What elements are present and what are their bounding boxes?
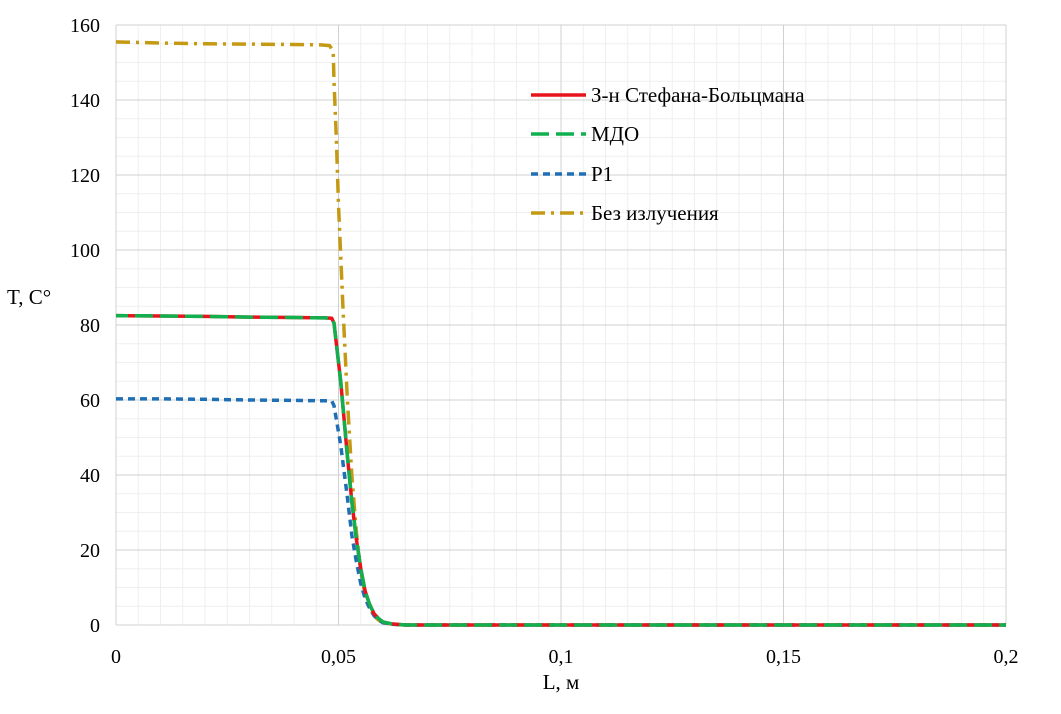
y-tick-label: 100 — [70, 240, 100, 262]
x-axis-ticks: 0 0,05 0,1 0,15 0,2 — [111, 646, 1019, 668]
series-line-2 — [115, 313, 1006, 627]
x-tick-label: 0,1 — [549, 646, 574, 668]
legend-label-2: МДО — [591, 122, 639, 146]
x-tick-label: 0,15 — [766, 646, 801, 668]
y-tick-label: 80 — [80, 315, 100, 337]
x-tick-label: 0,05 — [321, 646, 356, 668]
legend-label-1: З-н Стефана-Больцмана — [591, 83, 805, 107]
y-tick-label: 0 — [90, 615, 100, 637]
y-tick-label: 20 — [80, 540, 100, 562]
y-axis-title: T, C° — [7, 285, 51, 309]
y-tick-label: 60 — [80, 390, 100, 412]
y-axis-ticks: 0 20 40 60 80 100 120 140 160 — [70, 15, 100, 637]
y-tick-label: 120 — [70, 165, 100, 187]
y-tick-label: 160 — [70, 15, 100, 37]
x-axis-title: L, м — [543, 670, 580, 694]
legend: З-н Стефана-Больцмана МДО P1 Без излучения — [531, 83, 805, 225]
y-tick-label: 40 — [80, 465, 100, 487]
x-tick-label: 0,2 — [994, 646, 1019, 668]
legend-label-3: P1 — [591, 162, 613, 186]
legend-label-4: Без излучения — [591, 201, 719, 225]
x-tick-label: 0 — [111, 646, 121, 668]
y-tick-label: 140 — [70, 90, 100, 112]
series-layer — [115, 40, 1006, 627]
